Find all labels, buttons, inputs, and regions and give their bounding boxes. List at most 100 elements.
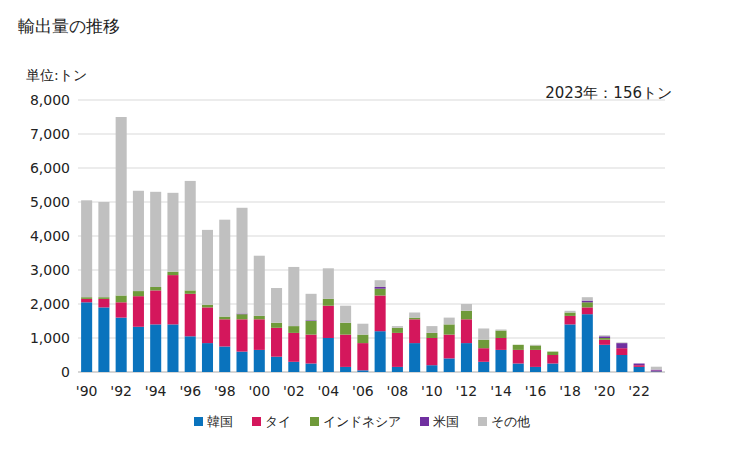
chart: 輸出量の推移単位:トン2023年：156トン01,0002,0003,0004,… xyxy=(0,0,729,450)
bar xyxy=(185,181,196,290)
bar xyxy=(599,338,610,340)
bar xyxy=(150,290,161,324)
bar xyxy=(530,345,541,346)
x-tick-label: '10 xyxy=(421,383,443,399)
bar xyxy=(357,343,368,370)
bar xyxy=(426,365,437,372)
grid-line xyxy=(78,338,665,339)
bar xyxy=(565,311,576,313)
bar xyxy=(98,307,109,372)
bar xyxy=(495,350,506,372)
bars xyxy=(81,117,662,372)
grid-line xyxy=(78,304,665,305)
bar xyxy=(150,287,161,290)
legend-label: その他 xyxy=(491,414,530,429)
bar xyxy=(375,280,386,287)
bar xyxy=(150,192,161,287)
legend-swatch xyxy=(420,417,429,426)
bar xyxy=(530,345,541,349)
bar xyxy=(616,348,627,355)
legend-label: タイ xyxy=(265,414,291,429)
bar xyxy=(651,367,662,370)
bar xyxy=(254,350,265,372)
bar xyxy=(444,318,455,325)
grid-line xyxy=(78,372,665,373)
bar xyxy=(582,307,593,314)
x-tick-label: '12 xyxy=(456,383,478,399)
x-tick-label: '90 xyxy=(76,383,98,399)
bar xyxy=(582,301,593,303)
bar xyxy=(495,330,506,331)
x-tick-label: '98 xyxy=(214,383,236,399)
bar xyxy=(409,318,420,320)
y-tick-label: 3,000 xyxy=(30,262,70,278)
legend: 韓国タイインドネシア米国その他 xyxy=(194,414,530,429)
y-tick-label: 5,000 xyxy=(30,194,70,210)
bar xyxy=(271,288,282,323)
y-tick-label: 7,000 xyxy=(30,126,70,142)
bar xyxy=(202,343,213,372)
bar xyxy=(478,340,489,349)
bar xyxy=(461,343,472,372)
bar xyxy=(495,330,506,331)
bar xyxy=(409,313,420,318)
bar xyxy=(634,365,645,367)
y-axis-label: 単位:トン xyxy=(26,67,87,83)
bar xyxy=(426,333,437,338)
bar xyxy=(513,344,524,345)
bar xyxy=(288,326,299,333)
bar xyxy=(116,117,127,296)
bar xyxy=(547,352,558,355)
bar xyxy=(133,191,144,291)
bar xyxy=(288,267,299,326)
y-tick-label: 0 xyxy=(61,364,70,380)
bar xyxy=(357,370,368,372)
bar xyxy=(98,299,109,308)
bar xyxy=(547,355,558,364)
bar xyxy=(582,297,593,300)
x-tick-label: '18 xyxy=(559,383,581,399)
x-tick-label: '14 xyxy=(490,383,512,399)
bar xyxy=(409,343,420,372)
legend-swatch xyxy=(310,417,319,426)
bar xyxy=(392,326,403,328)
x-tick-label: '96 xyxy=(179,383,201,399)
bar xyxy=(513,350,524,364)
bar xyxy=(547,351,558,352)
bar xyxy=(236,314,247,319)
x-tick-label: '00 xyxy=(248,383,270,399)
bar xyxy=(219,347,230,373)
x-tick-label: '20 xyxy=(594,383,616,399)
bar xyxy=(323,306,334,338)
bar xyxy=(651,370,662,371)
bar xyxy=(116,296,127,303)
legend-swatch xyxy=(478,417,487,426)
bar xyxy=(651,371,662,372)
x-axis-line xyxy=(78,372,665,373)
bar xyxy=(651,370,662,372)
grid-line xyxy=(78,202,665,203)
bar xyxy=(254,256,265,316)
grid-line xyxy=(78,100,665,101)
bar xyxy=(547,351,558,352)
bar xyxy=(461,304,472,311)
bar xyxy=(599,336,610,338)
bar xyxy=(357,335,368,344)
bar xyxy=(426,338,437,365)
bar xyxy=(634,367,645,372)
bar xyxy=(306,321,317,335)
bar xyxy=(98,297,109,299)
bar xyxy=(461,311,472,320)
bar xyxy=(565,313,576,316)
bar xyxy=(530,367,541,372)
bar xyxy=(478,362,489,372)
bar xyxy=(530,344,541,346)
bar xyxy=(271,323,282,328)
bar xyxy=(375,289,386,296)
bar xyxy=(185,290,196,293)
grid-line xyxy=(78,236,665,237)
bar xyxy=(392,328,403,333)
bar xyxy=(582,302,593,307)
x-tick-label: '92 xyxy=(110,383,132,399)
bar xyxy=(236,208,247,314)
